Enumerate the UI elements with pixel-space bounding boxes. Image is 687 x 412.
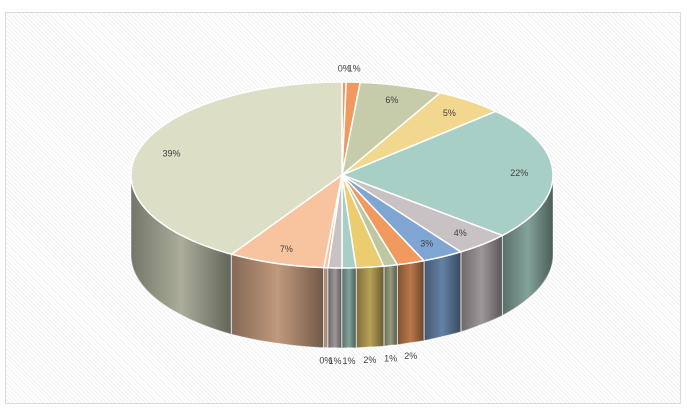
pie-slice: [341, 174, 505, 253]
pie-slice-side-shade: [231, 254, 324, 348]
pie-slice-side-shade: [323, 267, 328, 348]
pie-slice-side-shade: [328, 267, 342, 348]
pie-slice-side-shade: [342, 267, 356, 348]
pie-slice: [339, 110, 554, 237]
data-label: 0%: [319, 356, 332, 366]
data-label: 1%: [328, 356, 341, 366]
data-label: 4%: [454, 228, 467, 238]
pie-slice: [340, 81, 442, 177]
pie-slice: [341, 91, 498, 176]
data-label: 2%: [404, 351, 417, 361]
pie-slice-side-shade: [131, 175, 232, 335]
pie-slice-side-shade: [397, 260, 424, 345]
pie-slice-side-shade: [356, 266, 384, 348]
data-label: 1%: [348, 64, 361, 74]
data-label: 7%: [280, 244, 293, 254]
data-label: 6%: [385, 95, 398, 105]
pie-slice: [229, 173, 344, 269]
pie-slice: [341, 174, 463, 262]
data-label: 0%: [338, 64, 351, 74]
data-label: 39%: [162, 149, 180, 159]
pie-slice-side-shade: [460, 235, 503, 332]
pie-slice: [130, 81, 343, 256]
data-label: 22%: [510, 168, 528, 178]
pie-slice-side-shade: [383, 264, 398, 347]
data-label: 1%: [342, 356, 355, 366]
pie-slice: [341, 174, 385, 269]
data-label: 5%: [443, 108, 456, 118]
pie-slice: [341, 174, 426, 266]
pie-slice-side-shade: [423, 251, 461, 341]
pie-slice-side-shade: [502, 175, 553, 316]
data-label: 1%: [384, 354, 397, 364]
data-label: 3%: [420, 239, 433, 249]
data-label: 2%: [363, 355, 376, 365]
